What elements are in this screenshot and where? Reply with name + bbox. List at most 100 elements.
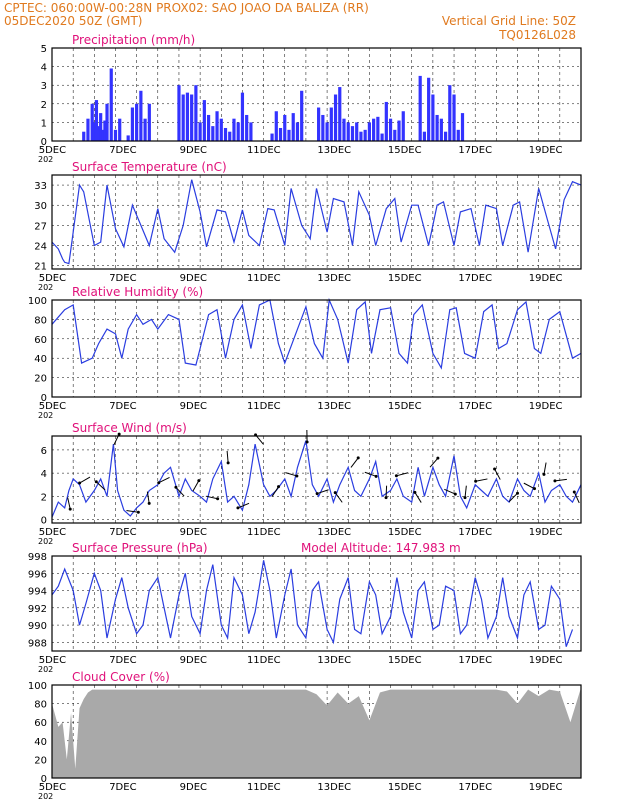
wind-arrow	[414, 492, 422, 503]
precip-bar	[202, 100, 206, 141]
panel-title: Cloud Cover (%)	[72, 670, 170, 684]
x-tick-label: 5DEC	[39, 145, 66, 156]
x-tick-label: 19DEC	[529, 527, 563, 538]
wind-arrow	[95, 481, 106, 491]
y-tick-label: 4	[41, 469, 47, 480]
wind-arrow-head	[197, 479, 201, 483]
precip-bar	[113, 129, 118, 141]
series-line	[51, 440, 582, 518]
panel-title: Surface Wind (m/s)	[72, 421, 187, 435]
precip-bar	[96, 126, 101, 141]
precip-bar	[82, 131, 86, 141]
precip-bar	[460, 113, 465, 141]
precip-bar	[325, 122, 329, 141]
panel-title: Precipitation (mm/h)	[72, 33, 195, 47]
precip-bar	[380, 133, 384, 141]
wind-arrow-head	[572, 490, 576, 494]
wind-arrow-head	[453, 492, 457, 496]
wind-arrow	[396, 472, 409, 477]
precip-bar	[126, 135, 130, 141]
wind-arrow	[237, 502, 250, 509]
y-tick-label: 6	[41, 446, 47, 457]
x-tick-label: 17DEC	[458, 273, 492, 284]
wind-arrow-head	[78, 481, 82, 485]
wind-arrow-head	[157, 481, 161, 485]
precip-bar	[418, 75, 422, 141]
x-tick-label: 7DEC	[109, 527, 136, 538]
wind-arrow-head	[236, 506, 240, 510]
precip-bar	[240, 92, 245, 141]
wind-arrow	[543, 462, 547, 475]
wind-arrow-head	[136, 510, 140, 514]
x-tick-label: 17DEC	[458, 401, 492, 412]
precip-bar	[439, 118, 443, 141]
x-tick-label: 15DEC	[388, 273, 422, 284]
x-tick-label: 5DEC	[39, 527, 66, 538]
wind-arrow	[444, 488, 456, 495]
precip-bar	[103, 120, 107, 141]
y-tick-label: 100	[28, 296, 47, 307]
x-tick-label: 7DEC	[109, 273, 136, 284]
x-tick-label: 13DEC	[317, 145, 351, 156]
precip-bar	[236, 122, 240, 141]
x-tick-label: 9DEC	[180, 782, 207, 793]
precip-bar	[291, 113, 295, 141]
wind-arrow	[350, 457, 359, 468]
cloud-area	[52, 687, 581, 778]
precip-bar	[283, 114, 287, 141]
wind-arrow	[271, 486, 279, 497]
header-model-code: TQ0126L028	[498, 28, 576, 42]
precip-bar	[333, 94, 338, 141]
wind-arrow	[334, 492, 343, 503]
y-tick-label: 2	[41, 492, 47, 503]
x-tick-label: 5DEC	[39, 655, 66, 666]
wind-arrow	[67, 497, 71, 510]
precip-bar	[274, 111, 278, 141]
panel-frame	[51, 174, 582, 270]
header-station: CPTEC: 060:00W-00:28N PROX02: SAO JOAO D…	[4, 1, 369, 15]
wind-arrow	[192, 480, 200, 492]
x-tick-label: 13DEC	[317, 782, 351, 793]
panel-frame	[51, 299, 582, 398]
precip-bar	[422, 131, 427, 141]
y-tick-label: 80	[34, 315, 47, 326]
precip-bar	[321, 114, 325, 141]
x-tick-label: 13DEC	[317, 273, 351, 284]
x-tick-label: 7DEC	[109, 782, 136, 793]
x-tick-label: 17DEC	[458, 655, 492, 666]
panel-5: 988 990 992 994 996 998 5DEC 7DEC 9DEC 11DEC 13DEC…	[28, 541, 582, 674]
wind-arrow-head	[374, 474, 378, 478]
wind-arrow-head	[147, 501, 151, 505]
precip-bar	[287, 129, 291, 141]
wind-arrow	[226, 450, 229, 463]
x-tick-overflow: 202	[38, 792, 53, 800]
wind-arrow	[475, 478, 488, 482]
x-tick-label: 17DEC	[458, 145, 492, 156]
panel-frame	[51, 555, 582, 652]
x-tick-label: 19DEC	[529, 401, 563, 412]
wind-arrow	[464, 485, 467, 498]
wind-arrow	[146, 491, 150, 504]
panel-3: 0 20 40 60 80 100 5DEC 7DEC 9DEC 11DEC 13DEC 15DEC 1…	[28, 285, 582, 420]
wind-arrow-head	[174, 485, 178, 489]
x-tick-label: 13DEC	[317, 655, 351, 666]
precip-bar	[228, 131, 232, 141]
x-tick-overflow: 202	[38, 537, 53, 546]
x-tick-label: 9DEC	[180, 145, 207, 156]
y-tick-label: 40	[34, 354, 47, 365]
header-date: 05DEC2020 50Z (GMT)	[4, 14, 142, 28]
wind-arrow	[573, 491, 580, 504]
wind-arrow-head	[493, 467, 497, 471]
x-tick-label: 11DEC	[247, 782, 281, 793]
precip-bar	[86, 118, 90, 141]
precip-bar	[317, 107, 321, 141]
panel-title: Relative Humidity (%)	[72, 285, 203, 299]
x-tick-label: 15DEC	[388, 782, 422, 793]
x-tick-label: 15DEC	[388, 655, 422, 666]
panel-title: Surface Temperature (nC)	[72, 160, 227, 174]
precip-bar	[448, 85, 452, 141]
precip-bar	[245, 114, 249, 141]
y-tick-label: 20	[34, 755, 47, 766]
x-tick-label: 7DEC	[109, 655, 136, 666]
